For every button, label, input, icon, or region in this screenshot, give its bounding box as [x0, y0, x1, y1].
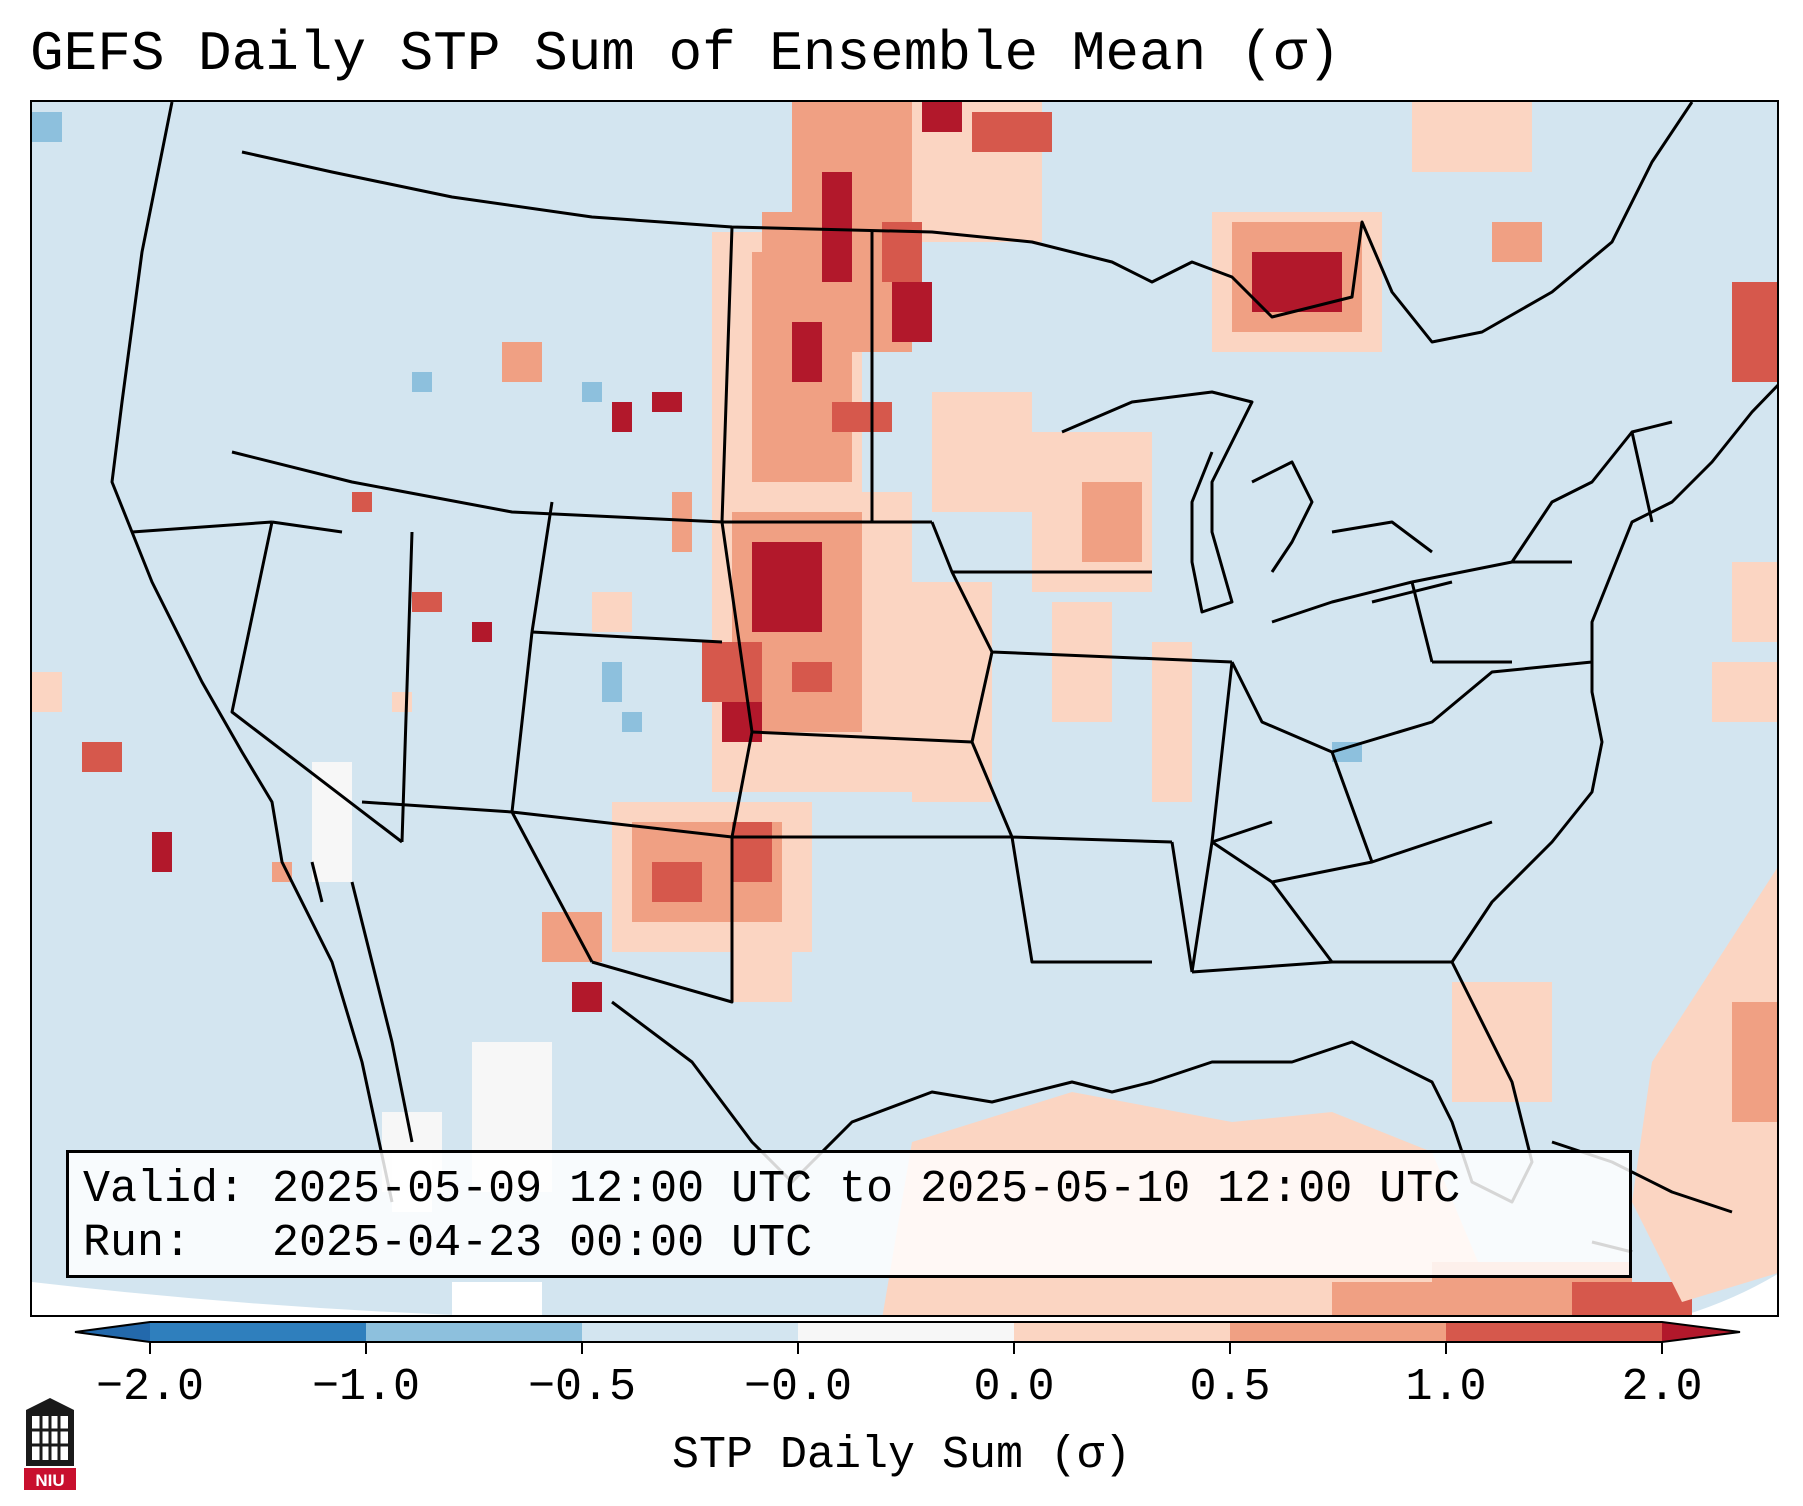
map-boundaries [110, 102, 1777, 1254]
west-coast [110, 102, 394, 1203]
anomaly-area-northern-plains [712, 102, 1052, 522]
colorbar-tick-label: −0.0 [743, 1362, 853, 1413]
run-time: 2025-04-23 00:00 UTC [272, 1218, 813, 1269]
colorbar-bin-1 [150, 1322, 366, 1342]
anomaly-area-upper-midwest [932, 392, 1192, 802]
colorbar-ticks [149, 1342, 1663, 1354]
projection-edge-right [1685, 1274, 1777, 1315]
anomaly-shading [32, 102, 1777, 1315]
colorbar-tick-label: −0.5 [527, 1362, 637, 1413]
valid-label: Valid: [83, 1164, 246, 1215]
colorbar-label: STP Daily Sum (σ) [671, 1430, 1132, 1481]
colorbar-bin-7 [1446, 1322, 1662, 1342]
colorbar-extend-high [1662, 1322, 1740, 1342]
colorbar-bin-2 [366, 1322, 582, 1342]
state-lines-central [720, 226, 1593, 974]
great-lakes [1061, 390, 1453, 614]
canada-border [241, 102, 1694, 344]
colorbar-bin-6 [1230, 1322, 1446, 1342]
logo-text: NIU [35, 1471, 64, 1490]
anomaly-area-central-high-plains [702, 492, 992, 802]
colorbar-extend-low [75, 1322, 150, 1342]
mexico-coast [310, 861, 414, 1143]
logo-banner [24, 1468, 76, 1490]
colorbar-bin-3 [582, 1322, 798, 1342]
niu-logo-icon: NIU [24, 1398, 76, 1490]
colorbar-tick-label: −2.0 [95, 1362, 205, 1413]
colorbar-tick-label: −1.0 [311, 1362, 421, 1413]
colorbar-bin-4 [798, 1322, 1014, 1342]
colorbar-tick-label: 0.5 [1189, 1362, 1271, 1413]
projection-edge-left [32, 1282, 457, 1315]
state-lines-east [1190, 420, 1673, 973]
anomaly-area-western-atlantic [1452, 562, 1777, 1302]
anomaly-area-negative [32, 112, 1362, 762]
map-title: GEFS Daily STP Sum of Ensemble Mean (σ) [30, 22, 1341, 86]
colorbar [74, 1321, 1741, 1354]
anomaly-area-western-scatter [32, 342, 692, 882]
valid-run-info-box: Valid: 2025-05-09 12:00 UTC to 2025-05-1… [66, 1150, 1632, 1278]
valid-time-range: 2025-05-09 12:00 UTC to 2025-05-10 12:00… [272, 1164, 1461, 1215]
anomaly-area-ontario [1212, 102, 1777, 382]
colorbar-bin-5 [1014, 1322, 1230, 1342]
colorbar-tick-label: 1.0 [1405, 1362, 1487, 1413]
colorbar-tick-label: 0.0 [973, 1362, 1055, 1413]
colorbar-tick-label: 2.0 [1621, 1362, 1703, 1413]
map-canvas [32, 102, 1777, 1315]
east-coast [1450, 383, 1777, 963]
map-panel [30, 100, 1779, 1317]
run-label: Run: [83, 1218, 192, 1269]
